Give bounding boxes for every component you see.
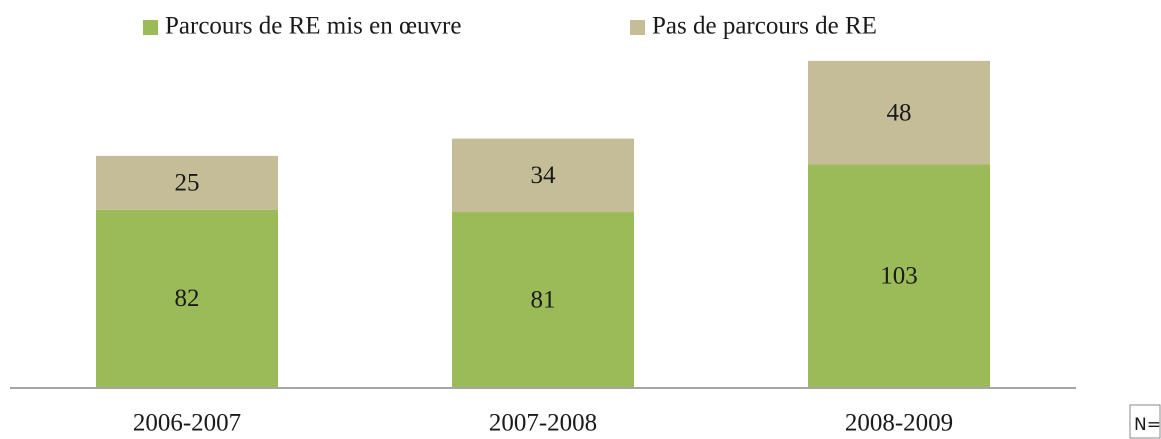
data-label: 48 (887, 99, 912, 126)
bar-segment (452, 212, 634, 387)
bar-segment (96, 209, 278, 387)
x-tick-label: 2007-2008 (489, 410, 597, 437)
data-label: 82 (175, 285, 200, 312)
bar-segment (808, 164, 990, 387)
legend-swatch (630, 20, 645, 35)
legend-label: Pas de parcours de RE (652, 13, 877, 40)
data-label: 34 (531, 162, 557, 189)
data-label: 25 (175, 170, 200, 197)
bar-segment (808, 60, 990, 165)
bar-segment (96, 155, 278, 210)
x-tick-label: 2008-2009 (845, 410, 953, 437)
legend-label: Parcours de RE mis en œuvre (165, 13, 461, 40)
bar-segment (452, 138, 634, 213)
legend-swatch (143, 20, 158, 35)
annotation: N=373 (1134, 415, 1161, 435)
x-tick-label: 2006-2007 (133, 410, 241, 437)
data-label: 81 (531, 286, 556, 313)
data-label: 103 (880, 262, 918, 289)
annotation-box (1129, 404, 1161, 439)
